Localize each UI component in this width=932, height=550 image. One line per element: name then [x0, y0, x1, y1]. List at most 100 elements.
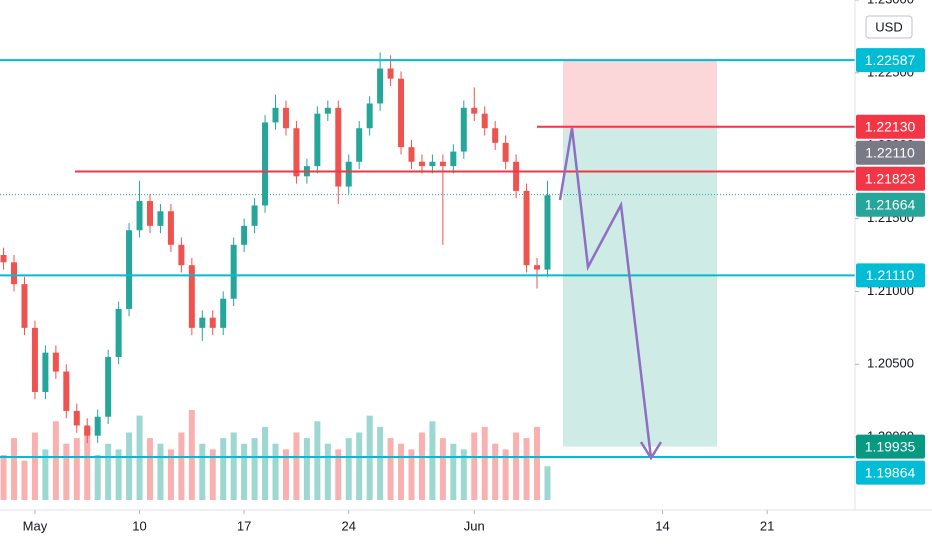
candle-body — [282, 107, 289, 129]
candle-body — [73, 410, 80, 426]
volume-bar — [303, 438, 310, 500]
volume-bar — [387, 438, 394, 500]
candle-body — [262, 122, 269, 206]
candle-body — [146, 201, 153, 226]
x-tick-label: 24 — [342, 518, 356, 533]
candle-body — [241, 225, 248, 245]
volume-bar — [408, 449, 415, 500]
y-tick-label: 1.20500 — [867, 356, 914, 371]
candle-body — [272, 107, 279, 123]
volume-bar — [345, 438, 352, 500]
price-label-box — [856, 166, 925, 191]
candle-body — [523, 190, 530, 266]
volume-bar — [429, 421, 436, 500]
volume-bar — [94, 455, 101, 500]
volume-bar — [115, 449, 122, 500]
volume-bar — [188, 410, 195, 500]
candle-body — [220, 298, 227, 328]
x-tick-label: Jun — [464, 518, 485, 533]
candle-body — [481, 113, 488, 129]
volume-bar — [209, 449, 216, 500]
x-tick-label: 21 — [760, 518, 774, 533]
price-label: 1.19864 — [865, 464, 916, 480]
volume-bar — [178, 432, 185, 500]
candle-body — [0, 255, 7, 263]
volume-bar — [146, 438, 153, 500]
volume-bar — [314, 421, 321, 500]
candle-body — [439, 161, 446, 167]
price-label: 1.19935 — [865, 438, 916, 454]
candle-body — [105, 357, 112, 417]
price-label-box — [856, 114, 925, 139]
candle-body — [534, 265, 541, 270]
volume-bar — [460, 449, 467, 500]
volume-bar — [31, 432, 38, 500]
volume-bar — [377, 426, 384, 500]
x-tick-label: 10 — [132, 518, 146, 533]
volume-bar — [220, 438, 227, 500]
candle-body — [188, 265, 195, 328]
volume-bar — [63, 443, 70, 500]
candle-body — [398, 78, 405, 148]
currency-box — [865, 15, 913, 39]
volume-bar — [502, 449, 509, 500]
price-label: 1.22110 — [865, 144, 915, 160]
volume-bar — [84, 426, 91, 500]
currency-label: USD — [875, 19, 902, 34]
candle-body — [293, 128, 300, 177]
volume-bar — [439, 438, 446, 500]
candle-body — [178, 244, 185, 266]
y-tick-label: 1.23000 — [867, 0, 914, 6]
candle-body — [314, 113, 321, 167]
price-label: 1.21110 — [866, 267, 915, 283]
volume-bar — [356, 432, 363, 500]
candle-body — [513, 161, 520, 191]
candle-body — [52, 352, 59, 372]
projection-arrowhead — [639, 441, 663, 461]
plot-area — [0, 52, 855, 500]
candle-body — [471, 107, 478, 114]
volume-bar — [105, 443, 112, 500]
volume-bar — [282, 449, 289, 500]
price-label: 1.22130 — [865, 118, 916, 134]
volume-bar — [73, 438, 80, 500]
candle-body — [126, 230, 133, 309]
candle-body — [408, 147, 415, 162]
candle-body — [115, 308, 122, 357]
candle-body — [460, 107, 467, 152]
projection-path — [558, 127, 653, 459]
x-tick-label: 14 — [655, 518, 669, 533]
volume-bar — [534, 426, 541, 500]
volume-bar — [272, 443, 279, 500]
volume-bar — [126, 432, 133, 500]
candle-body — [94, 416, 101, 436]
price-label: 1.21664 — [865, 196, 916, 212]
price-label-box — [856, 192, 925, 217]
volume-bar — [167, 449, 174, 500]
candle-body — [366, 103, 373, 129]
price-label-box — [856, 460, 925, 485]
candle-body — [450, 151, 457, 167]
candle-body — [136, 201, 143, 231]
candle-body — [199, 317, 206, 328]
candle-body — [42, 352, 49, 392]
candle-body — [377, 68, 384, 104]
volume-bar — [492, 443, 499, 500]
candle-body — [209, 317, 216, 328]
price-label-box — [856, 263, 925, 288]
volume-bar — [11, 438, 18, 500]
candle-body — [230, 244, 237, 299]
candle-body — [356, 128, 363, 162]
volume-bar — [523, 438, 530, 500]
candle-body — [84, 425, 91, 436]
candle-body — [63, 371, 70, 411]
candle-body — [492, 128, 499, 143]
candle-body — [251, 205, 258, 226]
price-label-box — [856, 48, 925, 73]
candle-body — [502, 142, 509, 162]
candle-body — [157, 211, 164, 226]
candle-body — [345, 161, 352, 187]
candle-body — [544, 195, 551, 270]
candle-body — [387, 68, 394, 79]
